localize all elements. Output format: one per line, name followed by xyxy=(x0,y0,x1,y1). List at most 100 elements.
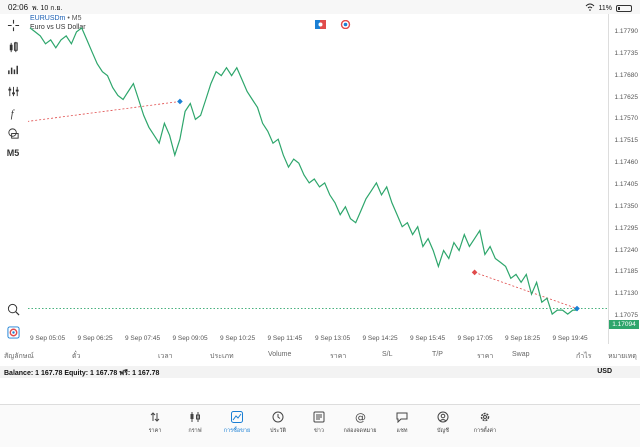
trade-marker-buy[interactable] xyxy=(177,98,183,105)
trade-marker-close[interactable] xyxy=(574,305,580,312)
battery-indicator: 11% xyxy=(585,3,632,13)
tab-label: การซื้อขาย xyxy=(223,428,251,434)
column-header[interactable]: เวลา xyxy=(158,353,173,360)
chart-toolbar: f M5 xyxy=(0,14,26,344)
price-axis: 1.17790 1.17735 1.17680 1.17625 1.17570 1.175… xyxy=(608,14,640,344)
column-header[interactable]: Volume xyxy=(268,351,292,358)
svg-text:f: f xyxy=(10,109,15,120)
indicators-icon[interactable] xyxy=(6,84,20,98)
zoom-icon[interactable] xyxy=(6,302,20,316)
trade-marker-sell[interactable] xyxy=(471,269,478,276)
arrows-icon xyxy=(135,411,175,425)
settings-icon xyxy=(465,411,505,425)
wifi-icon xyxy=(585,3,595,13)
symbol-timeframe: M5 xyxy=(71,15,82,22)
balance-text: Balance: 1 167.78 Equity: 1 167.78 ฟรี: … xyxy=(4,370,160,377)
price-tick-label: 1.17790 xyxy=(614,27,639,35)
balance-currency: USD xyxy=(597,368,612,375)
tab-history[interactable]: ประวัติ xyxy=(258,411,298,435)
tab-mail[interactable]: @ กล่องจดหมาย xyxy=(340,411,380,435)
tab-candles[interactable]: กราฟ xyxy=(175,411,215,435)
price-tick-label: 1.17625 xyxy=(614,93,639,101)
column-header[interactable]: ราคา xyxy=(330,353,347,360)
time-tick-label: 9 Sep 07:45 xyxy=(125,335,161,342)
news-icon xyxy=(299,411,339,425)
column-header[interactable]: ประเภท xyxy=(210,353,234,360)
symbol-description: Euro vs US Dollar xyxy=(30,24,86,31)
timeframe-button[interactable]: M5 xyxy=(6,148,20,158)
status-time: 02:06 xyxy=(8,3,29,12)
column-header[interactable]: ราคา xyxy=(477,353,494,360)
current-price-tag: 1.17094 xyxy=(609,320,639,329)
time-tick-label: 9 Sep 18:25 xyxy=(505,335,541,342)
status-bar: 02:06 พ. 10 ก.ย. 11% xyxy=(0,0,640,14)
chart-line-icon xyxy=(217,411,257,425)
tab-label: กราฟ xyxy=(188,428,202,434)
price-tick-label: 1.17515 xyxy=(614,137,639,145)
column-header[interactable]: T/P xyxy=(432,351,443,358)
mail-icon: @ xyxy=(340,411,380,425)
time-tick-label: 9 Sep 15:45 xyxy=(410,335,446,342)
column-header[interactable]: ตั๋ว xyxy=(72,353,81,360)
depth-of-market-icon[interactable] xyxy=(340,19,351,30)
tab-chat[interactable]: แชท xyxy=(382,411,422,435)
time-tick-label: 9 Sep 19:45 xyxy=(552,335,588,342)
crosshair-icon[interactable] xyxy=(6,18,20,32)
tab-label: ราคา xyxy=(148,428,162,434)
column-header[interactable]: S/L xyxy=(382,351,393,358)
battery-icon xyxy=(616,4,632,12)
time-axis: 9 Sep 05:05 9 Sep 06:25 9 Sep 07:45 9 Sep 0… xyxy=(26,335,608,345)
tab-label: บัญชี xyxy=(437,428,449,434)
tab-label: ข่าว xyxy=(314,428,324,434)
balance-bar: Balance: 1 167.78 Equity: 1 167.78 ฟรี: … xyxy=(0,366,640,378)
price-series-line xyxy=(29,26,578,316)
price-tick-label: 1.17350 xyxy=(614,202,639,210)
column-header[interactable]: Swap xyxy=(512,351,530,358)
trade-line-buy xyxy=(27,101,180,122)
price-chart[interactable] xyxy=(0,0,640,347)
price-tick-label: 1.17240 xyxy=(614,246,639,254)
time-tick-label: 9 Sep 17:05 xyxy=(457,335,493,342)
time-tick-label: 9 Sep 14:25 xyxy=(362,335,398,342)
tab-label: แชท xyxy=(396,428,408,434)
time-tick-label: 9 Sep 11:45 xyxy=(267,335,303,342)
tab-label: กล่องจดหมาย xyxy=(343,428,377,434)
tab-arrows[interactable]: ราคา xyxy=(135,411,175,435)
candles-icon xyxy=(175,411,215,425)
column-header[interactable]: หมายเหตุ xyxy=(608,353,637,360)
time-tick-label: 9 Sep 05:05 xyxy=(30,335,66,342)
tab-settings[interactable]: การตั้งค่า xyxy=(465,411,505,435)
chat-icon xyxy=(382,411,422,425)
trade-icon[interactable] xyxy=(6,325,20,339)
battery-percent: 11% xyxy=(598,4,613,12)
column-header[interactable]: กำไร xyxy=(576,353,592,360)
account-icon xyxy=(423,411,463,425)
chart-type-icon[interactable] xyxy=(6,40,20,54)
symbol-title[interactable]: EURUSDm • M5 xyxy=(30,15,82,22)
symbol-name: EURUSDm xyxy=(30,15,66,22)
price-tick-label: 1.17405 xyxy=(614,180,639,188)
tab-chart-line[interactable]: การซื้อขาย xyxy=(217,411,257,435)
price-tick-label: 1.17075 xyxy=(614,312,639,320)
price-tick-label: 1.17460 xyxy=(614,159,639,167)
history-icon xyxy=(258,411,298,425)
tab-label: การตั้งค่า xyxy=(473,428,497,434)
time-tick-label: 9 Sep 10:25 xyxy=(220,335,256,342)
function-icon[interactable]: f xyxy=(6,106,20,120)
price-tick-label: 1.17570 xyxy=(614,115,639,123)
price-tick-label: 1.17735 xyxy=(614,49,639,57)
price-tick-label: 1.17295 xyxy=(614,224,639,232)
tab-label: ประวัติ xyxy=(269,428,287,434)
objects-icon[interactable] xyxy=(6,126,20,140)
tab-account[interactable]: บัญชี xyxy=(423,411,463,435)
column-header[interactable]: สัญลักษณ์ xyxy=(4,353,34,360)
status-date: พ. 10 ก.ย. xyxy=(32,5,63,12)
svg-text:@: @ xyxy=(355,411,366,423)
trade-table-header: สัญลักษณ์ ตั๋ว เวลา ประเภท Volume ราคา S/L T/P ร… xyxy=(0,348,640,362)
volume-icon[interactable] xyxy=(6,62,20,76)
bottom-tab-bar: ราคา กราฟ การซื้อขาย ประวัติ ข่าว @ กล่องจดหมา… xyxy=(0,404,640,447)
one-click-trade-icon[interactable] xyxy=(315,20,326,29)
price-tick-label: 1.17680 xyxy=(614,71,639,79)
tab-news[interactable]: ข่าว xyxy=(299,411,339,435)
time-tick-label: 9 Sep 06:25 xyxy=(77,335,113,342)
